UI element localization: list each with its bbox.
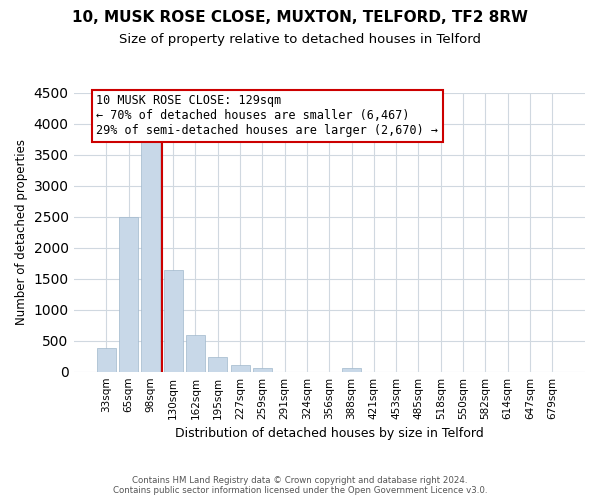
Text: Size of property relative to detached houses in Telford: Size of property relative to detached ho… — [119, 32, 481, 46]
Bar — [119, 217, 138, 372]
Bar — [142, 142, 160, 372]
Bar — [342, 368, 361, 372]
Bar — [97, 348, 116, 372]
Bar — [164, 270, 182, 372]
Y-axis label: Number of detached properties: Number of detached properties — [15, 140, 28, 326]
Bar — [253, 368, 272, 372]
X-axis label: Distribution of detached houses by size in Telford: Distribution of detached houses by size … — [175, 427, 484, 440]
Text: Contains HM Land Registry data © Crown copyright and database right 2024.
Contai: Contains HM Land Registry data © Crown c… — [113, 476, 487, 495]
Bar — [230, 366, 250, 372]
Bar — [208, 357, 227, 372]
Bar — [186, 334, 205, 372]
Text: 10 MUSK ROSE CLOSE: 129sqm
← 70% of detached houses are smaller (6,467)
29% of s: 10 MUSK ROSE CLOSE: 129sqm ← 70% of deta… — [96, 94, 438, 137]
Text: 10, MUSK ROSE CLOSE, MUXTON, TELFORD, TF2 8RW: 10, MUSK ROSE CLOSE, MUXTON, TELFORD, TF… — [72, 10, 528, 25]
